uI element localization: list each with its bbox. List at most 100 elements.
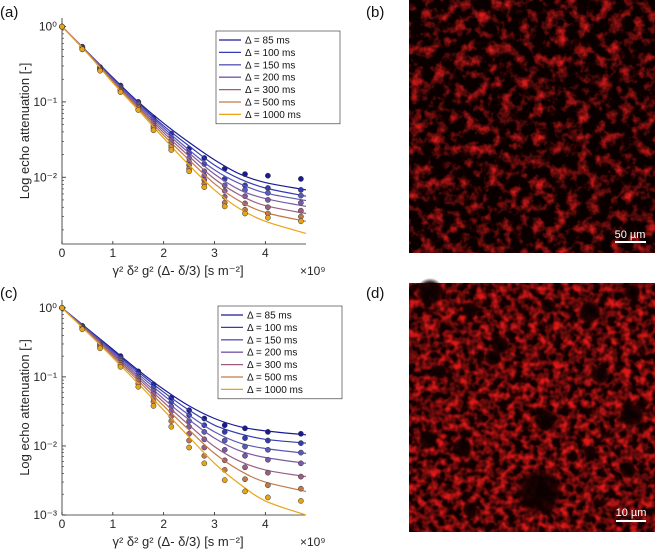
data-point-c-6	[135, 383, 142, 390]
fit-line-c-4	[61, 307, 307, 478]
data-point-a-6	[265, 214, 271, 221]
y-axis-label-c: Log echo attenuation [-]	[17, 339, 32, 476]
data-point-c-6	[117, 363, 124, 370]
panel-label-a: (a)	[0, 4, 18, 21]
x-tick-label-a: 4	[262, 246, 269, 260]
fit-line-c-3	[61, 307, 307, 464]
legend-label-c: Δ = 500 ms	[247, 373, 297, 384]
y-tick-label-a: 10⁰	[39, 20, 57, 34]
legend-label-c: Δ = 300 ms	[247, 360, 297, 371]
data-point-c-3	[265, 456, 271, 463]
y-tick-label-c: 10⁻¹	[33, 370, 57, 384]
data-point-a-0	[265, 172, 271, 179]
legend-label-c: Δ = 150 ms	[247, 335, 297, 346]
x-axis-multiplier-a: ×10⁹	[300, 264, 326, 278]
data-point-c-0	[221, 422, 228, 429]
legend-label-a: Δ = 100 ms	[245, 48, 295, 59]
x-tick-label-c: 1	[109, 517, 116, 531]
legend-label-c: Δ = 1000 ms	[247, 385, 303, 396]
data-point-c-6	[298, 498, 304, 504]
data-point-c-2	[221, 437, 228, 444]
data-point-c-3	[242, 452, 248, 459]
y-tick-label-a: 10⁻²	[33, 170, 57, 184]
legend-label-a: Δ = 150 ms	[245, 60, 295, 71]
micrograph-d: 10 µm	[409, 278, 655, 532]
micrograph-b: 50 µm	[409, 0, 655, 253]
data-point-c-6	[221, 477, 228, 483]
fit-line-c-0	[61, 307, 307, 436]
data-point-a-6	[135, 107, 142, 113]
data-point-a-6	[168, 147, 175, 153]
x-tick-label-a: 3	[211, 246, 218, 260]
data-point-c-6	[168, 423, 175, 430]
x-axis-multiplier-c: ×10⁹	[300, 535, 326, 549]
data-point-a-6	[59, 23, 65, 30]
x-axis-label-c: γ² δ² g² (Δ- δ/3) [s m⁻²]	[112, 534, 243, 549]
data-point-a-1	[298, 187, 304, 193]
data-point-c-1	[298, 440, 304, 446]
data-point-c-5	[242, 476, 248, 483]
legend-label-a: Δ = 500 ms	[245, 98, 295, 109]
data-point-c-6	[150, 403, 157, 409]
data-point-a-6	[242, 210, 248, 217]
legend-label-c: Δ = 100 ms	[247, 323, 297, 334]
legend-label-c: Δ = 200 ms	[247, 348, 297, 359]
data-point-a-6	[186, 168, 192, 175]
data-point-c-6	[97, 345, 103, 352]
scale-bar-b-label: 50 µm	[615, 229, 646, 241]
x-tick-label-a: 0	[59, 246, 66, 260]
panel-label-c: (c)	[0, 285, 18, 302]
data-point-a-6	[79, 46, 86, 53]
fit-line-c-1	[61, 307, 307, 444]
fit-line-c-5	[61, 307, 307, 492]
data-point-c-0	[242, 425, 248, 432]
legend-label-a: Δ = 300 ms	[245, 85, 295, 96]
data-point-a-5	[298, 213, 304, 220]
data-point-a-0	[298, 176, 304, 182]
data-point-c-6	[265, 494, 271, 501]
data-point-c-2	[242, 443, 248, 450]
x-tick-label-c: 0	[59, 517, 66, 531]
data-point-a-4	[298, 207, 304, 214]
data-point-c-0	[298, 430, 304, 437]
fit-line-c-6	[61, 307, 307, 516]
chart-c: 0 1 2 3 4 10⁰ 10⁻¹ 10⁻² 10⁻³ Log echo attenuation…	[17, 300, 343, 549]
data-point-a-0	[242, 171, 248, 177]
data-point-c-1	[221, 429, 228, 435]
data-point-a-6	[221, 203, 228, 210]
data-point-c-1	[242, 435, 248, 441]
y-axis-label-a: Log echo attenuation [-]	[17, 63, 32, 200]
data-point-a-6	[298, 218, 304, 225]
y-tick-label-c: 10⁻²	[33, 439, 57, 453]
data-point-c-3	[298, 460, 304, 467]
panel-label-d: (d)	[366, 285, 384, 302]
x-tick-label-a: 1	[109, 246, 116, 260]
data-point-c-4	[298, 473, 304, 480]
data-point-a-2	[298, 192, 304, 199]
x-tick-label-c: 3	[211, 517, 218, 531]
legend-label-a: Δ = 85 ms	[245, 36, 290, 47]
data-point-c-6	[186, 444, 192, 451]
micrograph-d-voids	[416, 278, 645, 518]
x-tick-label-c: 4	[262, 517, 269, 531]
y-tick-label-c: 10⁰	[39, 301, 57, 315]
data-point-a-1	[265, 185, 271, 191]
data-point-a-3	[265, 197, 271, 203]
fit-line-c-2	[61, 307, 307, 454]
data-point-a-2	[265, 190, 271, 196]
data-point-c-5	[265, 482, 271, 489]
y-tick-label-c: 10⁻³	[33, 508, 57, 522]
data-point-c-1	[265, 437, 271, 444]
data-point-a-6	[150, 127, 157, 134]
x-tick-label-a: 2	[160, 246, 167, 260]
legend-label-c: Δ = 85 ms	[247, 311, 292, 322]
scale-bar-d-label: 10 µm	[616, 507, 647, 519]
data-point-a-4	[265, 204, 271, 211]
x-axis-label-a: γ² δ² g² (Δ- δ/3) [s m⁻²]	[112, 263, 243, 278]
data-point-c-6	[242, 488, 248, 495]
data-point-c-4	[265, 469, 271, 476]
data-point-c-2	[265, 446, 271, 453]
data-point-c-4	[242, 464, 248, 471]
